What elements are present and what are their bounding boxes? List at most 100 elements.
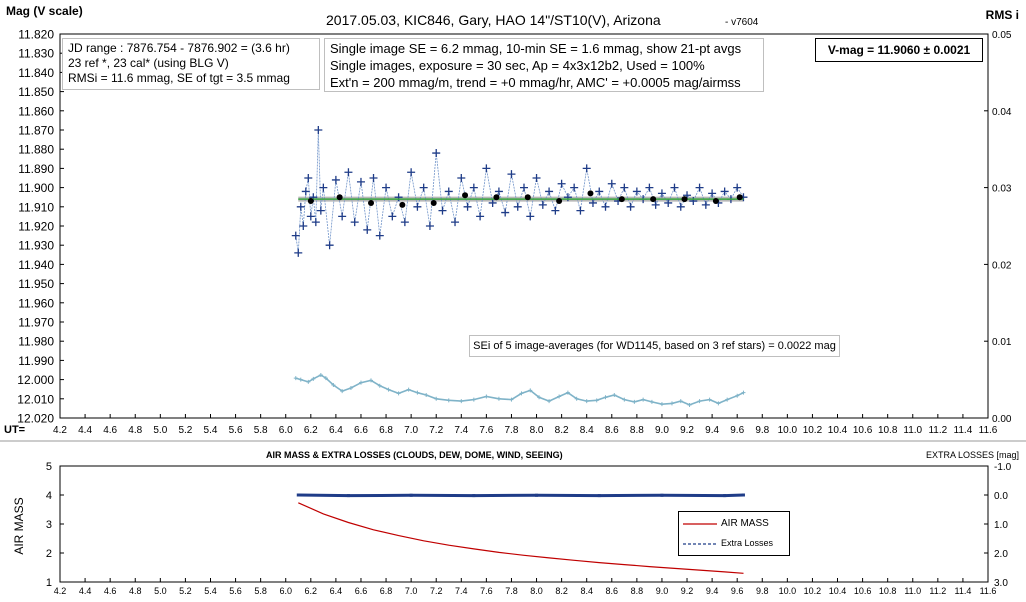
x-tick-label: 10.8 <box>878 425 898 436</box>
x-tick-label: 5.6 <box>229 425 243 436</box>
airmass-x-tick-label: 9.8 <box>756 586 769 596</box>
extra-losses-point <box>346 494 350 498</box>
single-image-point <box>582 164 591 173</box>
rms-point <box>298 377 303 382</box>
single-image-point <box>526 212 535 221</box>
y2-tick-label: 0.04 <box>992 107 1012 118</box>
x-tick-label: 11.6 <box>979 425 998 436</box>
y-tick-label: 11.980 <box>18 335 54 349</box>
airmass-y-tick-label: 5 <box>46 461 52 473</box>
y-tick-label: 11.890 <box>18 162 54 176</box>
extra-losses-point <box>741 493 745 497</box>
rms-point <box>459 399 464 404</box>
avg-point <box>399 201 406 208</box>
y-tick-label: 11.930 <box>18 239 54 253</box>
airmass-y-label: AIR MASS <box>12 497 26 554</box>
single-image-point <box>356 177 365 186</box>
single-image-point <box>299 222 308 230</box>
rms-point <box>547 399 552 404</box>
info-box: Single image SE = 6.2 mmag, 10-min SE = … <box>324 38 764 92</box>
single-image-point <box>425 222 434 230</box>
x-tick-label: 4.6 <box>103 425 117 436</box>
single-image-point <box>469 183 478 192</box>
rms-point <box>358 380 363 385</box>
airmass-x-tick-label: 11.2 <box>929 586 946 596</box>
x-tick-label: 6.6 <box>354 425 368 436</box>
airmass-x-tick-label: 9.2 <box>681 586 694 596</box>
rms-point <box>311 376 316 381</box>
y-tick-label: 11.860 <box>18 104 54 118</box>
x-tick-label: 6.2 <box>304 425 318 436</box>
airmass-x-tick-label: 11.6 <box>980 586 997 596</box>
rms-point <box>632 399 637 404</box>
avg-point <box>493 194 500 201</box>
extra-losses-point <box>597 494 601 498</box>
x-tick-label: 8.4 <box>580 425 594 436</box>
single-image-point <box>701 200 710 209</box>
rms-point <box>622 397 627 402</box>
single-image-point <box>551 206 560 215</box>
rms-point <box>306 379 311 384</box>
y-tick-label: 11.990 <box>18 354 54 368</box>
extra-losses-point <box>296 493 300 497</box>
single-image-point <box>419 183 428 192</box>
rms-point <box>471 397 476 402</box>
chart-title: 2017.05.03, KIC846, Gary, HAO 14"/ST10(V… <box>326 12 661 28</box>
single-image-point <box>645 183 654 192</box>
extra-losses-line <box>298 493 744 498</box>
avg-point <box>524 194 531 201</box>
single-image-point <box>695 183 704 192</box>
airmass-x-tick-label: 5.8 <box>254 586 267 596</box>
airmass-x-tick-label: 8.6 <box>606 586 619 596</box>
rms-point <box>415 390 420 395</box>
airmass-x-tick-label: 9.0 <box>656 586 669 596</box>
rms-point <box>446 398 451 403</box>
legend-swatches <box>683 523 717 545</box>
airmass-x-tick-label: 8.4 <box>580 586 593 596</box>
extra-losses-point <box>723 494 727 498</box>
single-image-point <box>482 164 491 173</box>
extra-losses-point <box>660 493 664 497</box>
x-tick-label: 7.2 <box>429 425 443 436</box>
rms-point <box>687 402 692 407</box>
airmass-x-tick-label: 5.4 <box>204 586 217 596</box>
extra-losses-point <box>535 493 539 497</box>
rms-point <box>741 390 746 395</box>
avg-point <box>650 196 657 203</box>
airmass-x-tick-label: 8.2 <box>555 586 568 596</box>
single-image-point <box>488 198 497 207</box>
x-axis-label: UT= <box>4 424 25 436</box>
airmass-y2-label: EXTRA LOSSES [mag] <box>926 450 1019 460</box>
airmass-title: AIR MASS & EXTRA LOSSES (CLOUDS, DEW, DO… <box>266 450 563 460</box>
x-tick-label: 10.2 <box>803 425 823 436</box>
rms-point <box>323 376 328 381</box>
airmass-x-tick-label: 6.0 <box>279 586 292 596</box>
sei-box: SEi of 5 image-averages (for WD1145, bas… <box>469 335 840 357</box>
single-image-point <box>538 200 547 209</box>
rms-point <box>377 383 382 388</box>
jd-line-3: RMSi = 11.6 mmag, SE of tgt = 3.5 mmag <box>68 71 290 85</box>
single-image-point <box>369 174 378 182</box>
avg-point <box>712 198 719 205</box>
y-tick-label: 11.940 <box>18 258 54 272</box>
rms-point <box>348 386 353 391</box>
y2-tick-label: 0.00 <box>992 414 1012 425</box>
airmass-x-tick-label: 8.0 <box>530 586 543 596</box>
airmass-x-tick-label: 6.6 <box>355 586 368 596</box>
airmass-y-tick-label: 1 <box>46 577 52 589</box>
avg-point <box>430 199 437 206</box>
single-image-point <box>632 187 641 196</box>
x-tick-label: 6.0 <box>279 425 293 436</box>
single-image-point <box>601 202 610 211</box>
rms-point <box>603 395 608 400</box>
x-tick-label: 9.8 <box>755 425 769 436</box>
airmass-x-tick-label: 4.6 <box>104 586 117 596</box>
airmass-x-tick-label: 5.0 <box>154 586 167 596</box>
airmass-x-tick-label: 7.8 <box>505 586 518 596</box>
single-image-point <box>557 179 566 188</box>
rms-point <box>369 378 374 383</box>
rms-point <box>484 394 489 399</box>
airmass-y2-tick-label: 3.0 <box>994 578 1008 589</box>
rms-point <box>725 397 730 402</box>
